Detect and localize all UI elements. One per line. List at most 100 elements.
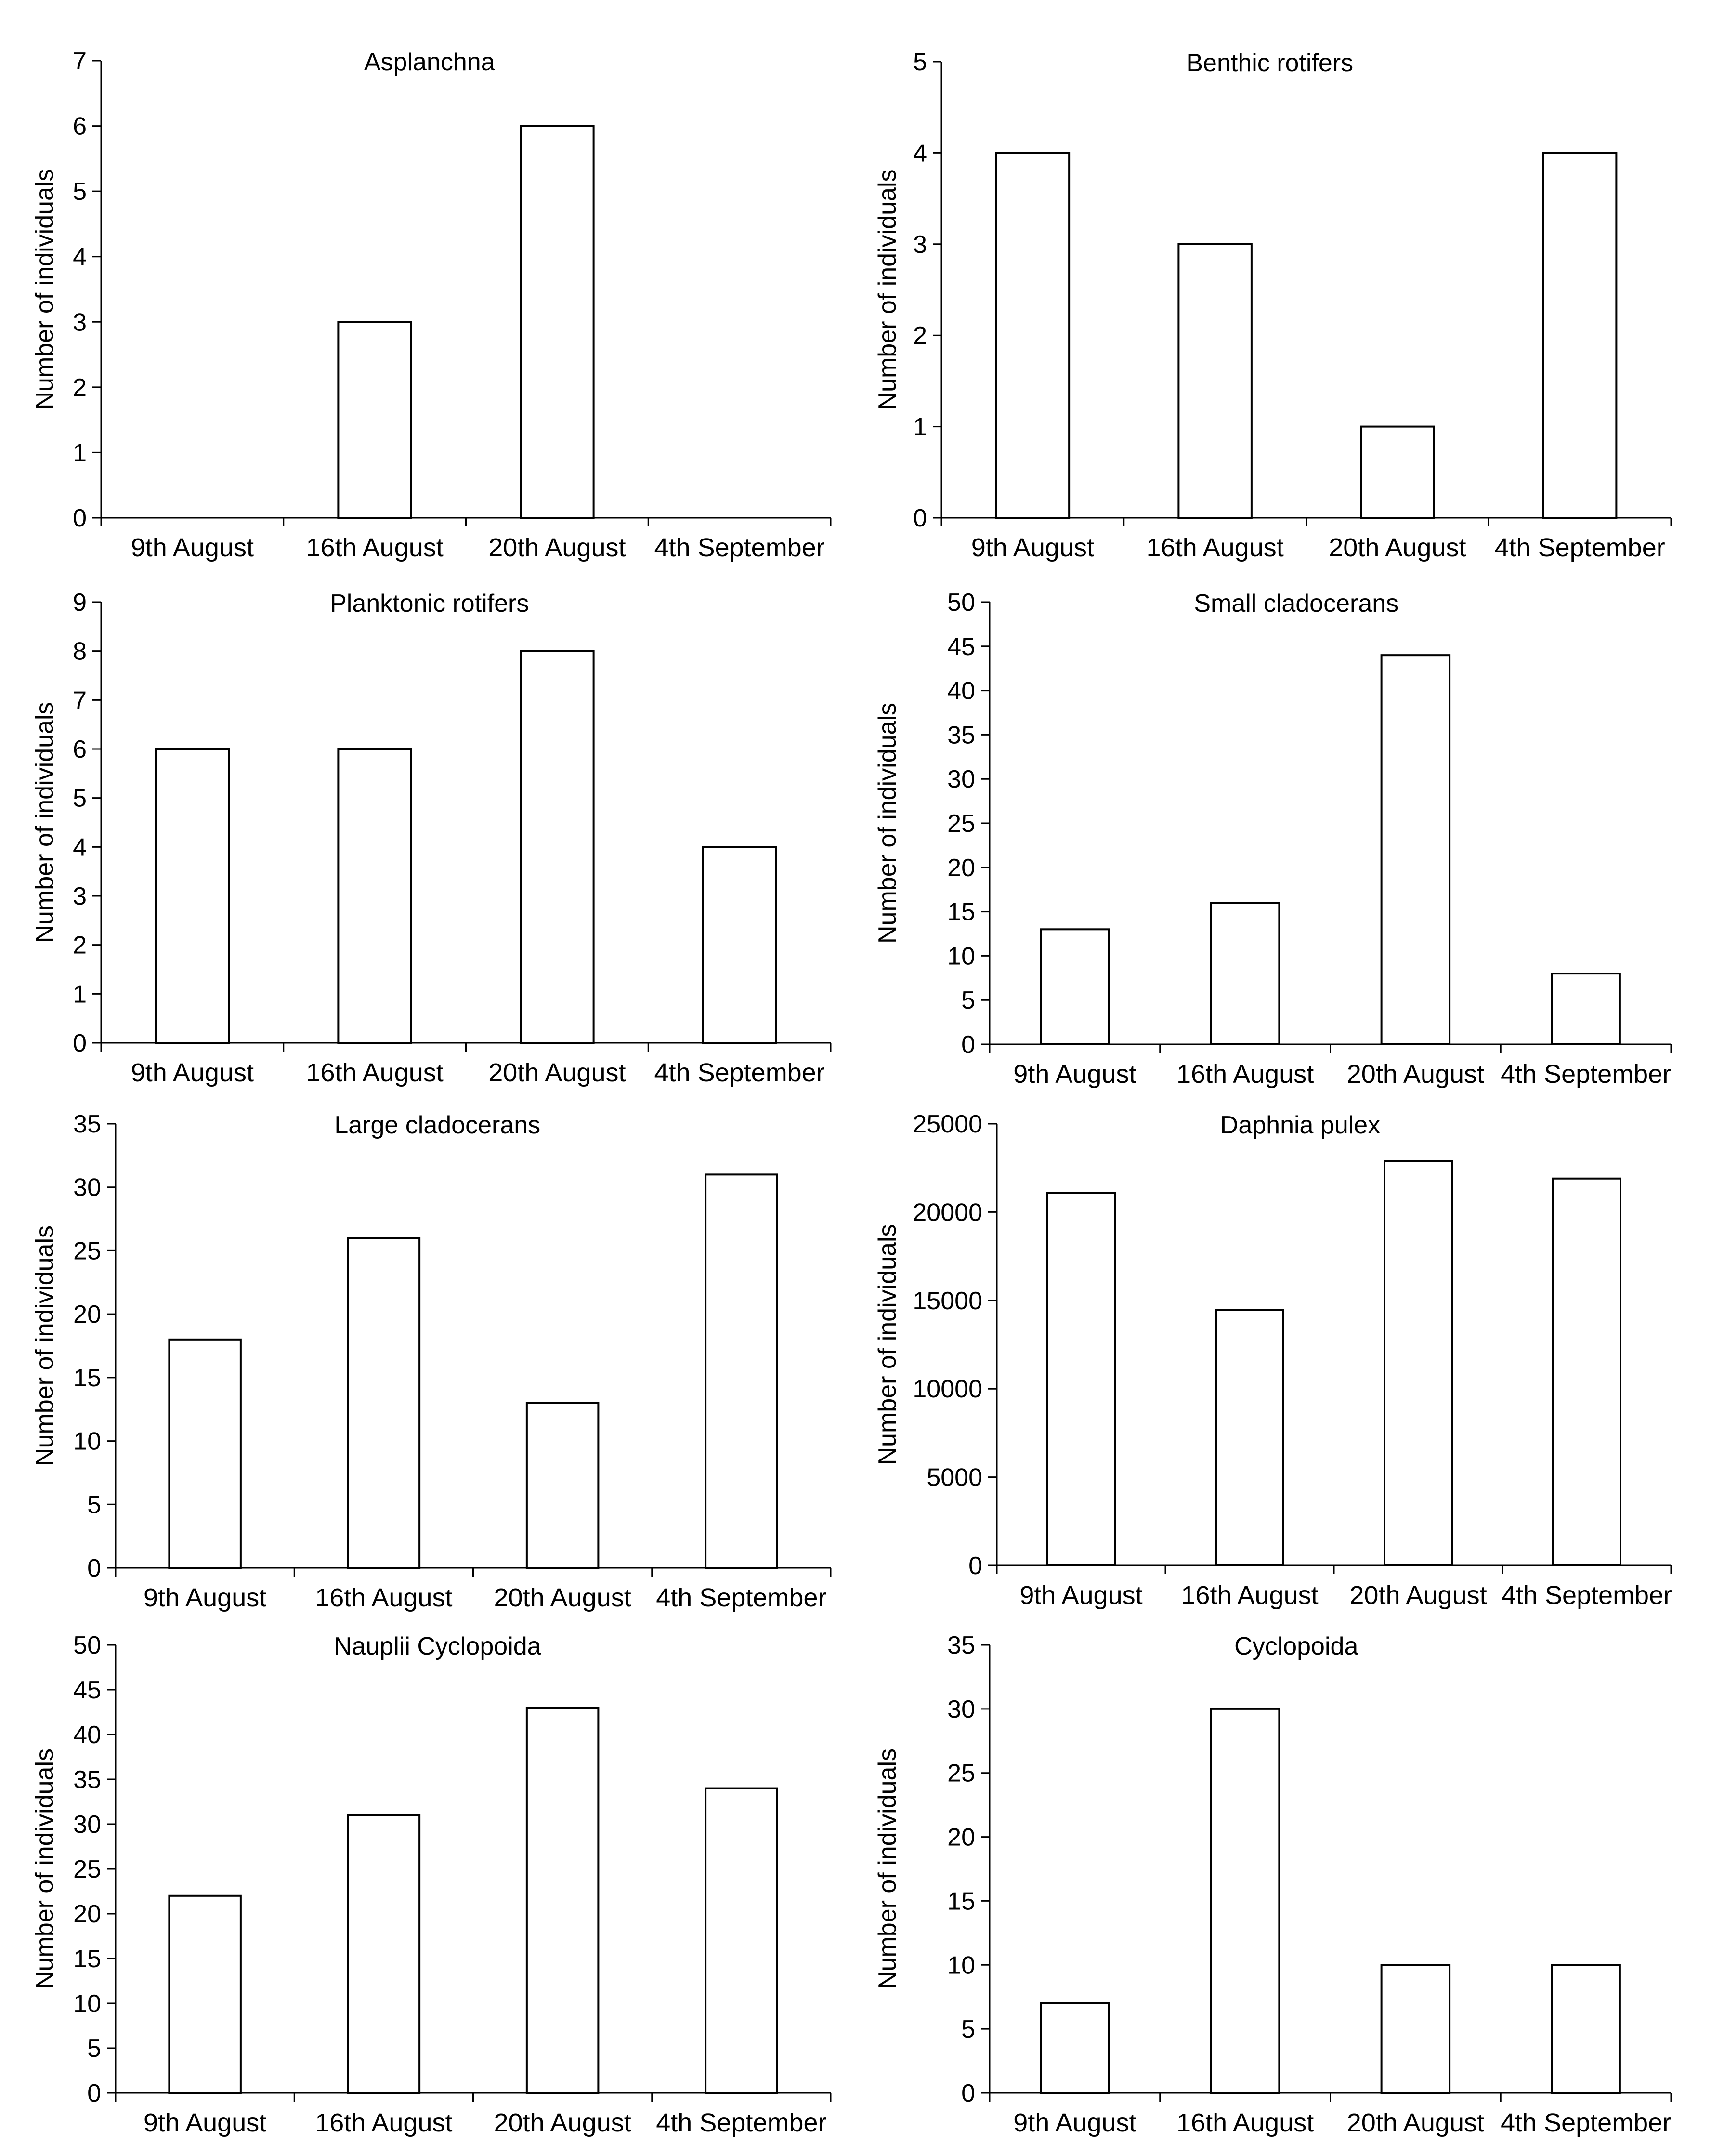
y-tick-label: 30	[947, 1696, 975, 1723]
y-tick-label: 15000	[913, 1287, 982, 1315]
chart-title: Cyclopoida	[1234, 1632, 1358, 1660]
bar	[1384, 1160, 1453, 1567]
bar	[168, 1894, 242, 2094]
bar	[1215, 1309, 1284, 1567]
y-tick-label: 10000	[913, 1375, 982, 1403]
chart-title: Daphnia pulex	[1220, 1111, 1380, 1139]
y-tick-label: 30	[73, 1174, 101, 1202]
y-axis-label: Number of individuals	[31, 702, 59, 943]
y-tick-label: 7	[73, 47, 87, 75]
bar	[1551, 973, 1621, 1045]
x-tick-label: 9th August	[144, 2108, 266, 2137]
y-axis-label: Number of individuals	[874, 1224, 901, 1465]
y-tick-label: 30	[947, 765, 975, 793]
bar	[1360, 425, 1435, 519]
chart-panel: 0 5000 10000 15000 20000 25000 9th August 16th …	[874, 1110, 1672, 1610]
y-tick-label: 35	[73, 1766, 101, 1794]
bar	[1380, 1964, 1451, 2094]
x-tick-label: 20th August	[494, 2108, 631, 2137]
x-tick-label: 20th August	[1347, 2108, 1484, 2137]
y-tick-label: 9	[73, 589, 87, 617]
y-axis-label: Number of individuals	[874, 169, 901, 410]
y-tick-label: 2	[913, 322, 927, 350]
bar	[1551, 1964, 1621, 2094]
x-tick-label: 16th August	[315, 2108, 452, 2137]
bar	[337, 321, 412, 519]
y-tick-label: 50	[947, 589, 975, 617]
bar	[347, 1814, 421, 2094]
y-tick-label: 3	[913, 231, 927, 259]
x-tick-label: 20th August	[1347, 1060, 1484, 1089]
chart-panel: 0 5 10 15 20 25 30 35 9th August 16th August 20th …	[874, 1631, 1672, 2137]
bar	[1210, 902, 1280, 1045]
bar	[702, 846, 777, 1044]
chart-title: Benthic rotifers	[1186, 49, 1353, 77]
y-tick-label: 8	[73, 638, 87, 666]
x-tick-label: 4th September	[1501, 1060, 1671, 1089]
y-tick-label: 40	[947, 677, 975, 705]
y-tick-label: 5	[87, 1491, 101, 1519]
bar	[705, 1787, 778, 2094]
x-tick-label: 4th September	[654, 1058, 825, 1087]
y-tick-label: 0	[73, 1029, 87, 1057]
y-tick-label: 25	[73, 1855, 101, 1883]
chart-title: Asplanchna	[364, 48, 495, 76]
x-tick-label: 16th August	[1181, 1581, 1318, 1610]
bar	[1040, 928, 1110, 1045]
y-tick-label: 20000	[913, 1198, 982, 1226]
bar	[995, 152, 1071, 519]
y-tick-label: 40	[73, 1721, 101, 1749]
x-tick-label: 16th August	[315, 1583, 452, 1612]
y-tick-label: 4	[73, 833, 87, 861]
chart-panel: 0 1 2 3 4 5 6 7 8 9 9th August 16th August 20th Augu…	[31, 589, 832, 1087]
y-tick-label: 6	[73, 113, 87, 141]
y-tick-label: 15	[73, 1945, 101, 1973]
y-tick-label: 7	[73, 686, 87, 714]
y-tick-label: 35	[73, 1110, 101, 1138]
y-tick-label: 50	[73, 1631, 101, 1659]
y-tick-label: 5	[913, 48, 927, 76]
y-tick-label: 10	[73, 1428, 101, 1456]
bar	[347, 1237, 421, 1569]
y-tick-label: 5	[961, 2015, 975, 2043]
chart-title: Nauplii Cyclopoida	[334, 1632, 541, 1660]
y-tick-label: 20	[73, 1900, 101, 1928]
y-tick-label: 15	[947, 898, 975, 926]
chart-panel: 0 5 10 15 20 25 30 35 40 45 50 9th August 16th Augus…	[874, 589, 1672, 1089]
y-axis-label: Number of individuals	[874, 703, 901, 944]
chart-panel: 0 1 2 3 4 5 9th August 16th August 20th August 4t…	[874, 48, 1672, 562]
bar	[1380, 654, 1451, 1046]
x-tick-label: 9th August	[1013, 2108, 1136, 2137]
bar	[1040, 2002, 1110, 2094]
chart-panel: 0 5 10 15 20 25 30 35 9th August 16th August 20th …	[31, 1110, 832, 1612]
y-tick-label: 10	[947, 1951, 975, 1979]
bar	[1542, 152, 1618, 519]
y-tick-label: 6	[73, 736, 87, 763]
y-tick-label: 45	[947, 633, 975, 661]
bar	[1177, 243, 1253, 519]
y-tick-label: 3	[73, 882, 87, 910]
y-tick-label: 0	[968, 1552, 982, 1580]
bar	[155, 748, 230, 1044]
chart-title: Large cladocerans	[334, 1111, 540, 1139]
chart-title: Planktonic rotifers	[330, 590, 529, 618]
bar	[1552, 1177, 1621, 1566]
bar	[520, 650, 595, 1044]
y-tick-label: 1	[73, 980, 87, 1008]
x-tick-label: 9th August	[144, 1583, 266, 1612]
y-tick-label: 5	[961, 986, 975, 1014]
chart-title: Small cladocerans	[1194, 590, 1398, 618]
y-tick-label: 20	[947, 854, 975, 882]
y-tick-label: 20	[947, 1824, 975, 1852]
bar	[1210, 1708, 1280, 2094]
y-tick-label: 2	[73, 374, 87, 402]
bar	[168, 1338, 242, 1569]
x-tick-label: 4th September	[654, 533, 825, 562]
y-tick-label: 10	[73, 1990, 101, 2018]
y-tick-label: 1	[913, 413, 927, 441]
y-tick-label: 0	[87, 1554, 101, 1582]
x-tick-label: 9th August	[1019, 1581, 1142, 1610]
x-tick-label: 4th September	[1502, 1581, 1672, 1610]
y-tick-label: 4	[73, 243, 87, 271]
